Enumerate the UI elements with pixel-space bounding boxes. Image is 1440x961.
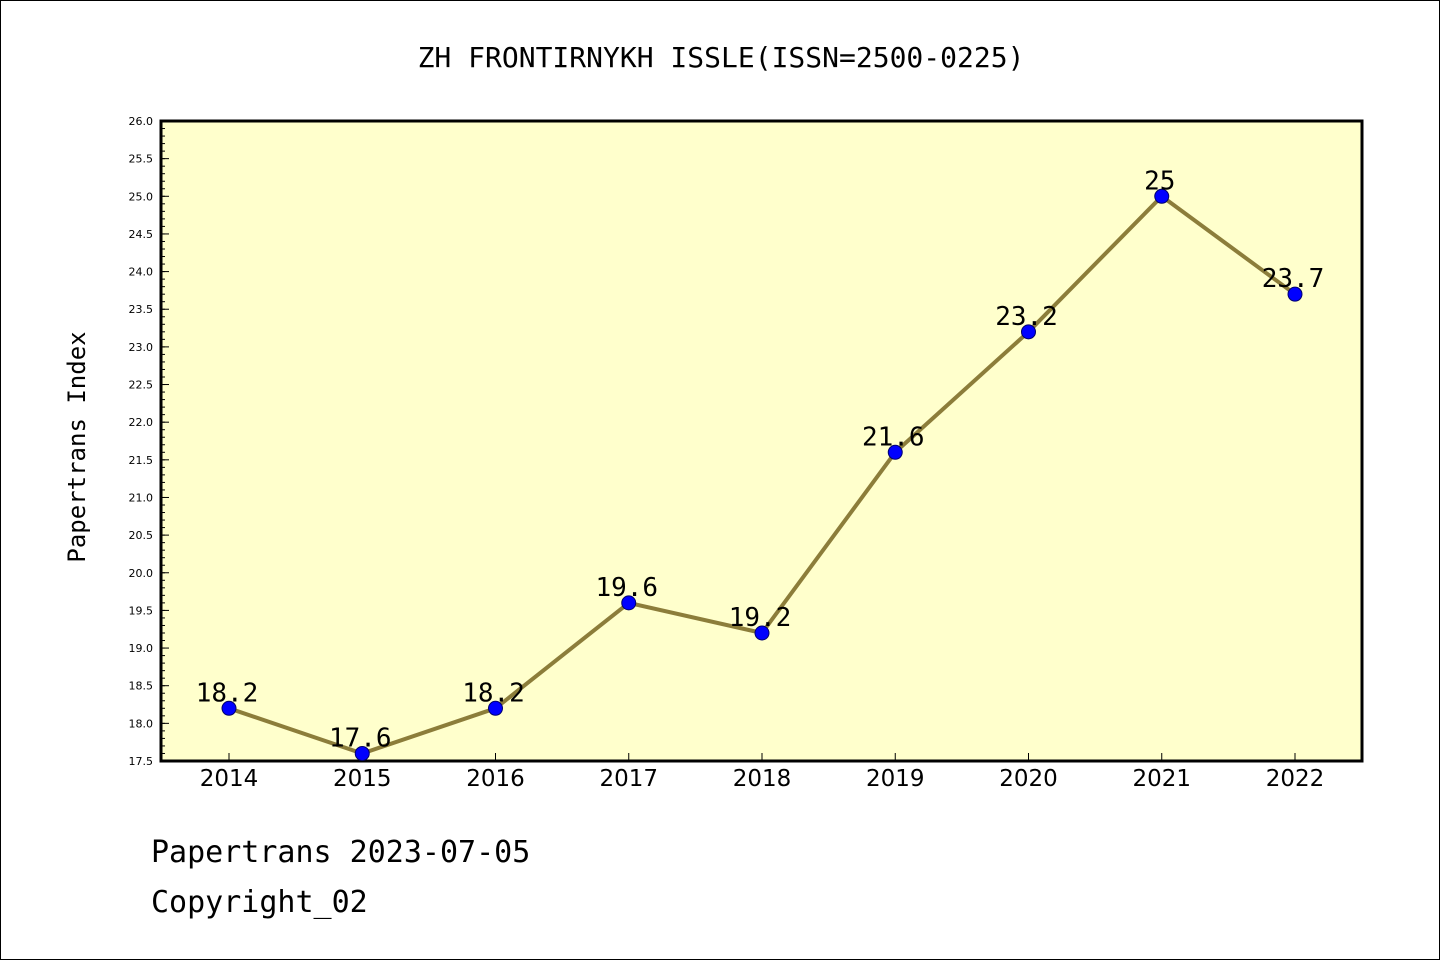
data-label: 18.2 [196,678,259,708]
y-axis-label: Papertrans Index [63,331,91,562]
data-point-marker [221,700,237,716]
data-label: 23.2 [995,302,1058,332]
chart-title: ZH FRONTIRNYKH ISSLE(ISSN=2500-0225) [418,41,1025,74]
data-point-marker [1287,286,1303,302]
data-label: 19.2 [729,603,792,633]
series-line-group [221,188,1303,761]
data-label: 17.6 [329,723,392,753]
footer-copyright: Copyright_02 [151,885,368,920]
plot-area [159,119,1364,763]
data-label: 25 [1144,166,1175,196]
data-label: 18.2 [462,678,525,708]
y-tick-label: 22.5 [129,379,154,392]
y-tick-label: 23.0 [129,341,154,354]
x-tick-label: 2015 [333,766,392,792]
data-point-marker [754,625,770,641]
y-tick-label: 22.0 [129,416,154,429]
y-tick-label: 24.5 [129,228,154,241]
y-tick-label: 26.0 [129,115,154,128]
x-tick-label: 2021 [1132,766,1191,792]
y-tick-label: 18.0 [129,717,154,730]
y-tick-label: 23.5 [129,303,154,316]
data-point-marker [1154,188,1170,204]
data-point-marker [488,700,503,716]
x-tick-label: 2019 [866,766,925,792]
y-tick-label: 21.5 [129,454,154,467]
x-axis-ticks: 2014 2015 2016 2017 2018 2019 2020 2021 2022 [200,753,1325,792]
data-point-marker [887,444,903,460]
y-tick-label: 17.5 [129,755,154,768]
y-tick-label: 25.5 [129,153,154,166]
y-tick-label: 19.5 [129,604,154,617]
y-tick-label: 21.0 [129,491,154,504]
data-point-marker [1021,324,1036,340]
data-label: 21.6 [862,422,925,452]
y-tick-label: 24.0 [129,266,154,279]
data-point-marker [621,595,637,611]
x-tick-label: 2014 [200,766,259,792]
y-tick-label: 19.0 [129,642,154,655]
footer-source: Papertrans 2023-07-05 [151,835,531,870]
x-tick-label: 2017 [599,766,658,792]
x-tick-label: 2018 [733,766,792,792]
data-labels: 18.2 17.6 18.2 19.6 19.2 21.6 23.2 25 23.7 [196,166,1325,753]
x-tick-label: 2022 [1266,766,1325,792]
x-tick-label: 2020 [999,766,1058,792]
data-label: 19.6 [595,573,658,603]
y-tick-label: 20.5 [129,529,154,542]
y-tick-label: 20.0 [129,567,154,580]
data-point-marker [354,745,370,761]
data-label: 23.7 [1262,264,1325,294]
y-tick-label: 18.5 [129,680,154,693]
y-tick-label: 25.0 [129,190,154,203]
x-tick-label: 2016 [466,766,525,792]
y-axis-ticks: 17.5 18.0 18.5 19.0 19.5 20.0 20.5 21.0 21.5 22.0… [129,115,169,768]
